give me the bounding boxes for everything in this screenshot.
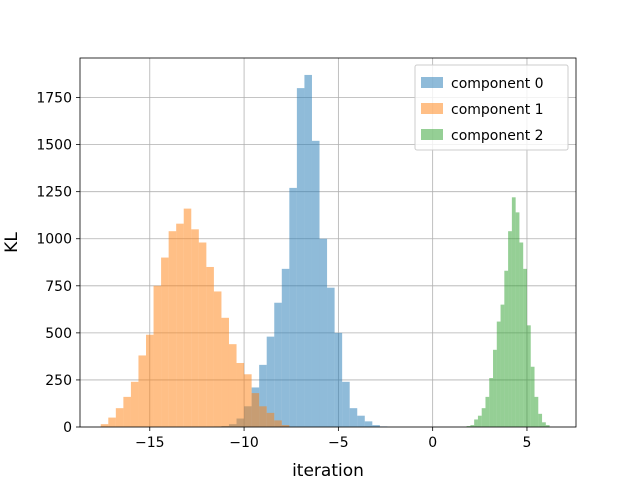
legend-swatch <box>421 77 443 88</box>
y-tick-label: 250 <box>45 373 72 389</box>
histogram-bar-series-1 <box>244 374 252 427</box>
histogram-bar-series-0 <box>296 88 305 428</box>
histogram-bar-series-1 <box>221 317 229 427</box>
histogram-bar-series-2 <box>493 349 497 427</box>
histogram-bar-series-0 <box>364 421 373 427</box>
histogram-bar-series-1 <box>138 355 147 427</box>
x-tick-label: 5 <box>523 435 532 451</box>
histogram-bar-series-0 <box>349 408 358 427</box>
histogram-bar-series-2 <box>526 325 531 427</box>
legend: component 0 component 1 component 2 <box>414 64 569 151</box>
histogram-bar-series-1 <box>206 266 214 427</box>
histogram-bar-series-1 <box>198 242 207 427</box>
histogram-bar-series-0 <box>266 336 275 427</box>
histogram-bar-series-1 <box>130 381 139 427</box>
histogram-bar-series-0 <box>274 302 282 427</box>
legend-swatch <box>421 129 443 140</box>
y-tick-label: 750 <box>45 279 72 295</box>
histogram-bar-series-0 <box>334 332 343 427</box>
histogram-bar-series-1 <box>146 334 154 427</box>
legend-label: component 2 <box>451 128 544 144</box>
histogram-bar-series-1 <box>228 344 237 427</box>
x-axis-label: iteration <box>292 461 364 480</box>
histogram-bar-series-1 <box>191 229 199 427</box>
x-tick-label: −15 <box>135 435 165 451</box>
histogram-bar-series-1 <box>153 285 162 427</box>
histogram-bar-series-0 <box>372 425 380 427</box>
legend-label: component 1 <box>451 102 544 118</box>
histogram-bar-series-0 <box>289 187 297 427</box>
histogram-bar-series-2 <box>542 422 546 427</box>
histogram-bar-series-1 <box>161 257 169 427</box>
histogram-bar-series-1 <box>108 417 116 427</box>
histogram-bar-series-2 <box>504 270 509 427</box>
y-tick-label: 0 <box>63 420 72 436</box>
histogram-bar-series-2 <box>489 378 494 427</box>
histogram-bar-series-2 <box>538 413 543 427</box>
histogram-bar-series-0 <box>342 381 350 427</box>
histogram-bar-series-0 <box>259 364 267 427</box>
histogram-bar-series-2 <box>511 197 516 427</box>
histogram-bar-series-0 <box>281 268 290 427</box>
histogram-bar-series-0 <box>319 238 328 427</box>
histogram-bar-series-2 <box>545 425 550 427</box>
histogram-bar-series-1 <box>251 393 260 427</box>
histogram-bar-series-2 <box>470 425 475 427</box>
histogram-bar-series-2 <box>481 408 486 427</box>
histogram-bar-series-1 <box>115 408 124 427</box>
histogram-bar-series-1 <box>274 420 282 427</box>
legend-label: component 0 <box>451 76 544 92</box>
histogram-bars <box>100 74 550 428</box>
x-tick-label: 0 <box>428 435 437 451</box>
histogram-bar-series-2 <box>485 396 490 427</box>
histogram-bar-series-2 <box>534 396 539 427</box>
legend-box <box>414 64 569 151</box>
histogram-bar-series-1 <box>281 425 290 427</box>
histogram-bar-series-1 <box>266 412 275 427</box>
axis-ticks: −15 −10 −5 0 5 0 250 500 750 1000 1250 1500 1750 <box>36 91 531 451</box>
x-tick-label: −5 <box>328 435 349 451</box>
x-tick-label: −10 <box>229 435 259 451</box>
histogram-bar-series-0 <box>304 74 312 427</box>
histogram-bar-series-2 <box>477 415 482 427</box>
histogram-bar-series-2 <box>515 212 520 427</box>
histogram-bar-series-2 <box>508 231 512 427</box>
histogram-bar-series-2 <box>500 304 505 427</box>
histogram-bar-series-2 <box>519 242 524 427</box>
y-tick-label: 1750 <box>36 91 72 107</box>
histogram-bar-series-1 <box>213 291 222 427</box>
histogram-bar-series-0 <box>311 140 320 427</box>
histogram-bar-series-1 <box>100 424 109 427</box>
histogram-bar-series-1 <box>236 362 245 427</box>
histogram-bar-series-2 <box>496 321 501 427</box>
histogram-bar-series-0 <box>327 287 335 427</box>
y-axis-label: KL <box>2 232 22 253</box>
y-tick-label: 1000 <box>36 232 72 248</box>
histogram-bar-series-2 <box>474 419 478 427</box>
histogram-bar-series-0 <box>357 415 365 427</box>
histogram-bar-series-1 <box>183 208 192 427</box>
histogram-bar-series-1 <box>259 406 267 427</box>
histogram-bar-series-2 <box>523 268 527 427</box>
histogram-bar-series-2 <box>466 426 471 427</box>
histogram-bar-series-2 <box>530 366 535 427</box>
legend-swatch <box>421 103 443 114</box>
y-tick-label: 500 <box>45 326 72 342</box>
histogram-bar-series-1 <box>176 223 184 427</box>
y-tick-label: 1500 <box>36 138 72 154</box>
histogram-bar-series-1 <box>123 396 131 427</box>
plot-frame <box>79 57 577 428</box>
histogram-bar-series-1 <box>168 231 177 427</box>
y-tick-label: 1250 <box>36 185 72 201</box>
